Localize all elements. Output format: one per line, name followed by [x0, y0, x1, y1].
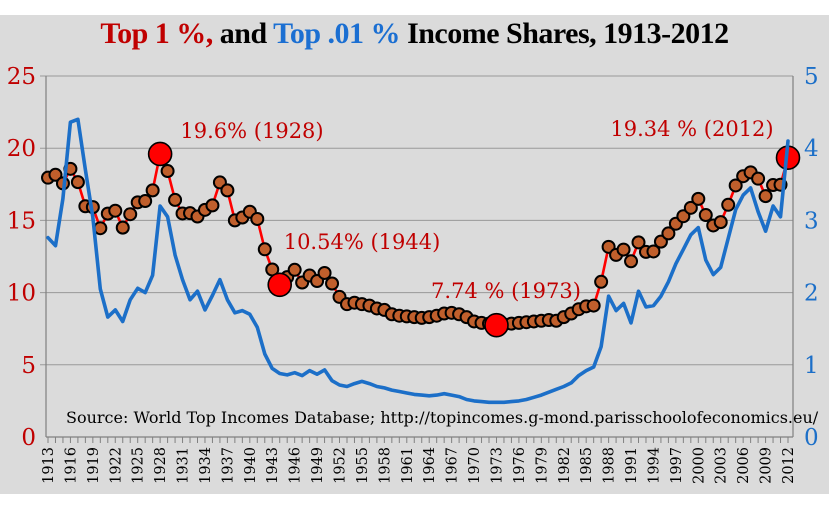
- title-top001-segment: Top .01 %: [273, 17, 401, 50]
- title-top1-segment: Top 1 %,: [100, 17, 213, 50]
- x-axis-label: 1916: [63, 447, 79, 484]
- top1-marker: [205, 198, 220, 213]
- top1-marker: [586, 298, 601, 313]
- x-axis-label: 1943: [265, 447, 281, 484]
- x-axis-label: 1949: [310, 447, 326, 484]
- x-axis-label: 1985: [579, 447, 595, 484]
- right-axis-label: 4: [804, 136, 819, 162]
- top1-marker: [624, 254, 639, 269]
- x-axis-label: 1931: [176, 447, 192, 484]
- title-and-segment: and: [212, 17, 274, 50]
- top1-marker: [728, 178, 743, 193]
- top1-marker: [661, 226, 676, 241]
- x-axis-label: 1991: [624, 447, 640, 484]
- annotation-1944: 10.54% (1944): [284, 230, 441, 254]
- x-axis-label: 1934: [198, 447, 214, 484]
- source-note: Source: World Top Incomes Database; http…: [66, 408, 819, 427]
- x-axis-label: 1946: [288, 447, 304, 484]
- x-axis-label: 2006: [736, 447, 752, 484]
- top1-marker: [758, 189, 773, 204]
- left-axis-label: 15: [7, 208, 36, 234]
- right-axis-label: 2: [804, 281, 819, 307]
- top1-marker: [220, 183, 235, 198]
- top1-marker: [108, 203, 123, 218]
- top1-marker: [698, 208, 713, 223]
- callout-dot-1973: [484, 312, 509, 338]
- left-axis-label: 25: [7, 64, 36, 90]
- top1-marker: [646, 244, 661, 259]
- top1-marker: [48, 167, 63, 182]
- title-rest-segment: Income Shares, 1913-2012: [400, 17, 729, 50]
- left-axis-label: 10: [7, 281, 36, 307]
- top1-marker: [145, 183, 160, 198]
- x-axis-label: 1970: [467, 447, 483, 484]
- x-axis-label: 1913: [41, 447, 57, 484]
- x-axis-label: 1979: [534, 447, 550, 484]
- top1-marker: [616, 242, 631, 257]
- x-axis-label: 1955: [355, 447, 371, 484]
- top1-marker: [713, 215, 728, 230]
- x-axis-label: 1922: [108, 447, 124, 484]
- x-axis-label: 1940: [243, 447, 259, 484]
- top1-marker: [594, 274, 609, 289]
- right-axis-label: 3: [804, 208, 819, 234]
- x-axis-label: 1961: [400, 447, 416, 484]
- top1-marker: [751, 171, 766, 186]
- left-axis-label: 0: [21, 425, 36, 451]
- top001-line: [46, 117, 790, 405]
- top1-marker: [631, 235, 646, 250]
- x-axis-label: 2012: [781, 447, 797, 484]
- x-axis-label: 1952: [333, 447, 349, 484]
- top1-marker: [250, 211, 265, 226]
- left-axis-label: 20: [7, 136, 36, 162]
- x-axis-label: 1964: [422, 447, 438, 484]
- top1-marker: [70, 175, 85, 190]
- x-axis-label: 1967: [445, 447, 461, 484]
- top1-marker: [115, 220, 130, 235]
- x-axis-label: 2009: [759, 447, 775, 484]
- top1-marker: [123, 207, 138, 222]
- callout-dot-1928: [147, 141, 173, 167]
- x-axis-label: 1958: [377, 447, 393, 484]
- x-axis-label: 1994: [646, 447, 662, 484]
- chart-background: [0, 15, 829, 494]
- x-axis-label: 1997: [669, 447, 685, 484]
- x-axis-label: 1988: [602, 447, 618, 484]
- x-axis-label: 1982: [557, 447, 573, 484]
- x-axis-label: 2003: [714, 447, 730, 484]
- top1-marker: [160, 164, 175, 179]
- callout-dot-1944: [267, 272, 293, 298]
- x-axis-label: 1973: [489, 447, 505, 484]
- x-axis-label: 1928: [153, 447, 169, 484]
- right-axis-label: 5: [804, 64, 819, 90]
- chart-title: Top 1 %, and Top .01 % Income Shares, 19…: [0, 15, 829, 53]
- top1-marker: [325, 276, 340, 291]
- left-axis-label: 5: [21, 353, 36, 379]
- x-axis-label: 1925: [131, 447, 147, 484]
- top1-marker: [257, 242, 272, 257]
- top1-marker: [168, 192, 183, 207]
- top1-marker: [317, 265, 332, 280]
- top1-marker: [683, 200, 698, 215]
- x-axis-label: 1919: [86, 447, 102, 484]
- x-axis-label: 2000: [691, 447, 707, 484]
- right-axis-label: 0: [804, 425, 819, 451]
- top1-marker: [721, 197, 736, 212]
- top1-marker: [691, 191, 706, 206]
- annotation-1973: 7.74 % (1973): [431, 279, 581, 303]
- x-axis-label: 1937: [220, 447, 236, 484]
- right-axis-label: 1: [804, 353, 819, 379]
- annotation-2012: 19.34 % (2012): [610, 117, 773, 141]
- annotation-1928: 19.6% (1928): [180, 119, 323, 143]
- top1-marker: [138, 194, 153, 209]
- top1-marker: [287, 262, 302, 277]
- x-axis-label: 1976: [512, 447, 528, 484]
